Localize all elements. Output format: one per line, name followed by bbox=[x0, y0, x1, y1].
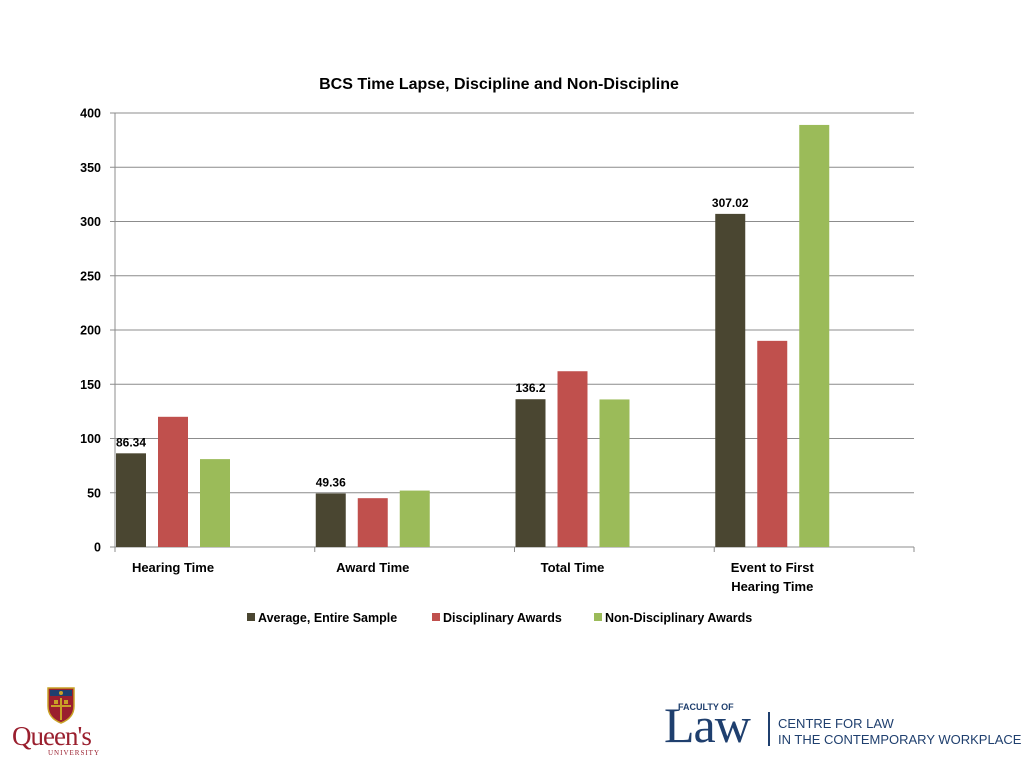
bar bbox=[357, 498, 388, 547]
y-tick-label: 200 bbox=[80, 324, 101, 338]
bar bbox=[557, 371, 588, 547]
chart-title: BCS Time Lapse, Discipline and Non-Disci… bbox=[319, 76, 679, 93]
bar bbox=[315, 493, 346, 547]
x-category-label: Hearing Time bbox=[731, 579, 813, 594]
bar-chart: BCS Time Lapse, Discipline and Non-Disci… bbox=[80, 76, 915, 625]
queens-wordmark: Queen's bbox=[12, 721, 92, 751]
bar bbox=[599, 399, 630, 547]
data-label: 307.02 bbox=[712, 196, 749, 210]
x-category-label: Award Time bbox=[336, 560, 409, 575]
data-label: 86.34 bbox=[116, 435, 146, 449]
bar bbox=[116, 453, 146, 547]
y-tick-label: 150 bbox=[80, 378, 101, 392]
y-tick-label: 50 bbox=[87, 486, 101, 500]
faculty-of-label: FACULTY OF bbox=[678, 702, 734, 712]
legend-swatch bbox=[594, 613, 602, 621]
bar bbox=[200, 459, 230, 547]
y-tick-label: 300 bbox=[80, 215, 101, 229]
centre-line-2: IN THE CONTEMPORARY WORKPLACE bbox=[778, 732, 1022, 747]
y-tick-label: 350 bbox=[80, 161, 101, 175]
legend-swatch bbox=[432, 613, 440, 621]
queens-university-label: UNIVERSITY bbox=[48, 749, 100, 757]
x-category-label: Total Time bbox=[541, 560, 605, 575]
bar bbox=[715, 213, 746, 547]
bar bbox=[799, 124, 830, 547]
y-tick-label: 400 bbox=[80, 107, 101, 121]
bar bbox=[515, 399, 546, 547]
x-category-label: Event to First bbox=[731, 560, 815, 575]
centre-name: CENTRE FOR LAW IN THE CONTEMPORARY WORKP… bbox=[778, 716, 1021, 748]
faculty-of-law-logo: Law FACULTY OF CENTRE FOR LAW IN THE CON… bbox=[664, 697, 1021, 753]
legend-label: Average, Entire Sample bbox=[258, 611, 397, 625]
law-wordmark: Law bbox=[664, 697, 751, 753]
legend-swatch bbox=[247, 613, 255, 621]
legend-label: Disciplinary Awards bbox=[443, 611, 562, 625]
y-tick-label: 100 bbox=[80, 432, 101, 446]
bar bbox=[757, 340, 788, 547]
bar bbox=[399, 490, 430, 547]
x-category-label: Hearing Time bbox=[132, 560, 214, 575]
y-tick-label: 0 bbox=[94, 541, 101, 555]
centre-line-1: CENTRE FOR LAW bbox=[778, 716, 894, 731]
bar bbox=[158, 416, 188, 547]
data-label: 49.36 bbox=[316, 475, 346, 489]
logo-divider bbox=[768, 712, 770, 746]
y-tick-label: 250 bbox=[80, 269, 101, 283]
queens-university-logo: Queen's UNIVERSITY bbox=[12, 686, 122, 758]
data-label: 136.2 bbox=[515, 381, 545, 395]
legend-label: Non-Disciplinary Awards bbox=[605, 611, 752, 625]
queens-crest-icon bbox=[47, 687, 75, 724]
